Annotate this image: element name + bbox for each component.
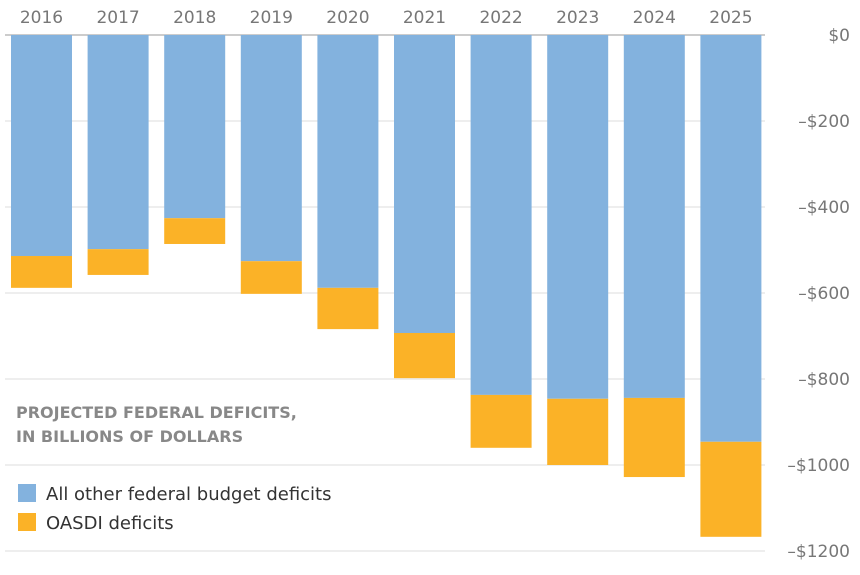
bar-oasdi-2016 xyxy=(11,256,72,288)
chart-subtitle: IN BILLIONS OF DOLLARS xyxy=(16,427,243,446)
bar-oasdi-2024 xyxy=(623,397,685,478)
x-tick-label: 2019 xyxy=(250,8,293,28)
bar-other-2023 xyxy=(547,35,609,399)
x-tick-label: 2018 xyxy=(173,8,216,28)
bar-other-2021 xyxy=(394,35,455,333)
x-tick-label: 2016 xyxy=(20,8,63,28)
bar-other-2019 xyxy=(240,35,302,262)
bar-other-2016 xyxy=(11,35,72,257)
y-tick-label: –$800 xyxy=(798,370,850,390)
bar-oasdi-2025 xyxy=(700,441,762,537)
legend-label-other: All other federal budget deficits xyxy=(46,484,332,505)
bar-oasdi-2021 xyxy=(394,332,455,379)
legend-swatch-oasdi xyxy=(18,513,36,531)
x-tick-label: 2025 xyxy=(709,8,752,28)
bar-other-2025 xyxy=(700,35,762,442)
x-tick-label: 2022 xyxy=(479,8,522,28)
legend-swatch-other xyxy=(18,484,36,502)
y-tick-label: $0 xyxy=(828,26,850,46)
x-tick-label: 2023 xyxy=(556,8,599,28)
y-tick-label: –$1000 xyxy=(787,456,850,476)
bar-oasdi-2017 xyxy=(87,249,149,275)
chart-title: PROJECTED FEDERAL DEFICITS, xyxy=(16,403,297,422)
legend-label-oasdi: OASDI deficits xyxy=(46,513,174,534)
x-tick-label: 2021 xyxy=(403,8,446,28)
bar-oasdi-2022 xyxy=(470,394,532,448)
y-tick-label: –$1200 xyxy=(787,542,850,562)
bar-oasdi-2019 xyxy=(240,261,302,294)
x-tick-label: 2024 xyxy=(633,8,676,28)
bar-other-2017 xyxy=(87,35,149,250)
y-tick-label: –$200 xyxy=(798,112,850,132)
x-tick-label: 2020 xyxy=(326,8,369,28)
bar-other-2022 xyxy=(470,35,532,395)
bar-oasdi-2020 xyxy=(317,287,379,330)
x-tick-label: 2017 xyxy=(96,8,139,28)
bar-oasdi-2018 xyxy=(164,218,226,244)
bar-oasdi-2023 xyxy=(547,398,609,465)
bar-other-2020 xyxy=(317,35,379,288)
bar-other-2018 xyxy=(164,35,226,219)
y-tick-label: –$400 xyxy=(798,198,850,218)
y-tick-label: –$600 xyxy=(798,284,850,304)
bar-other-2024 xyxy=(623,35,685,398)
